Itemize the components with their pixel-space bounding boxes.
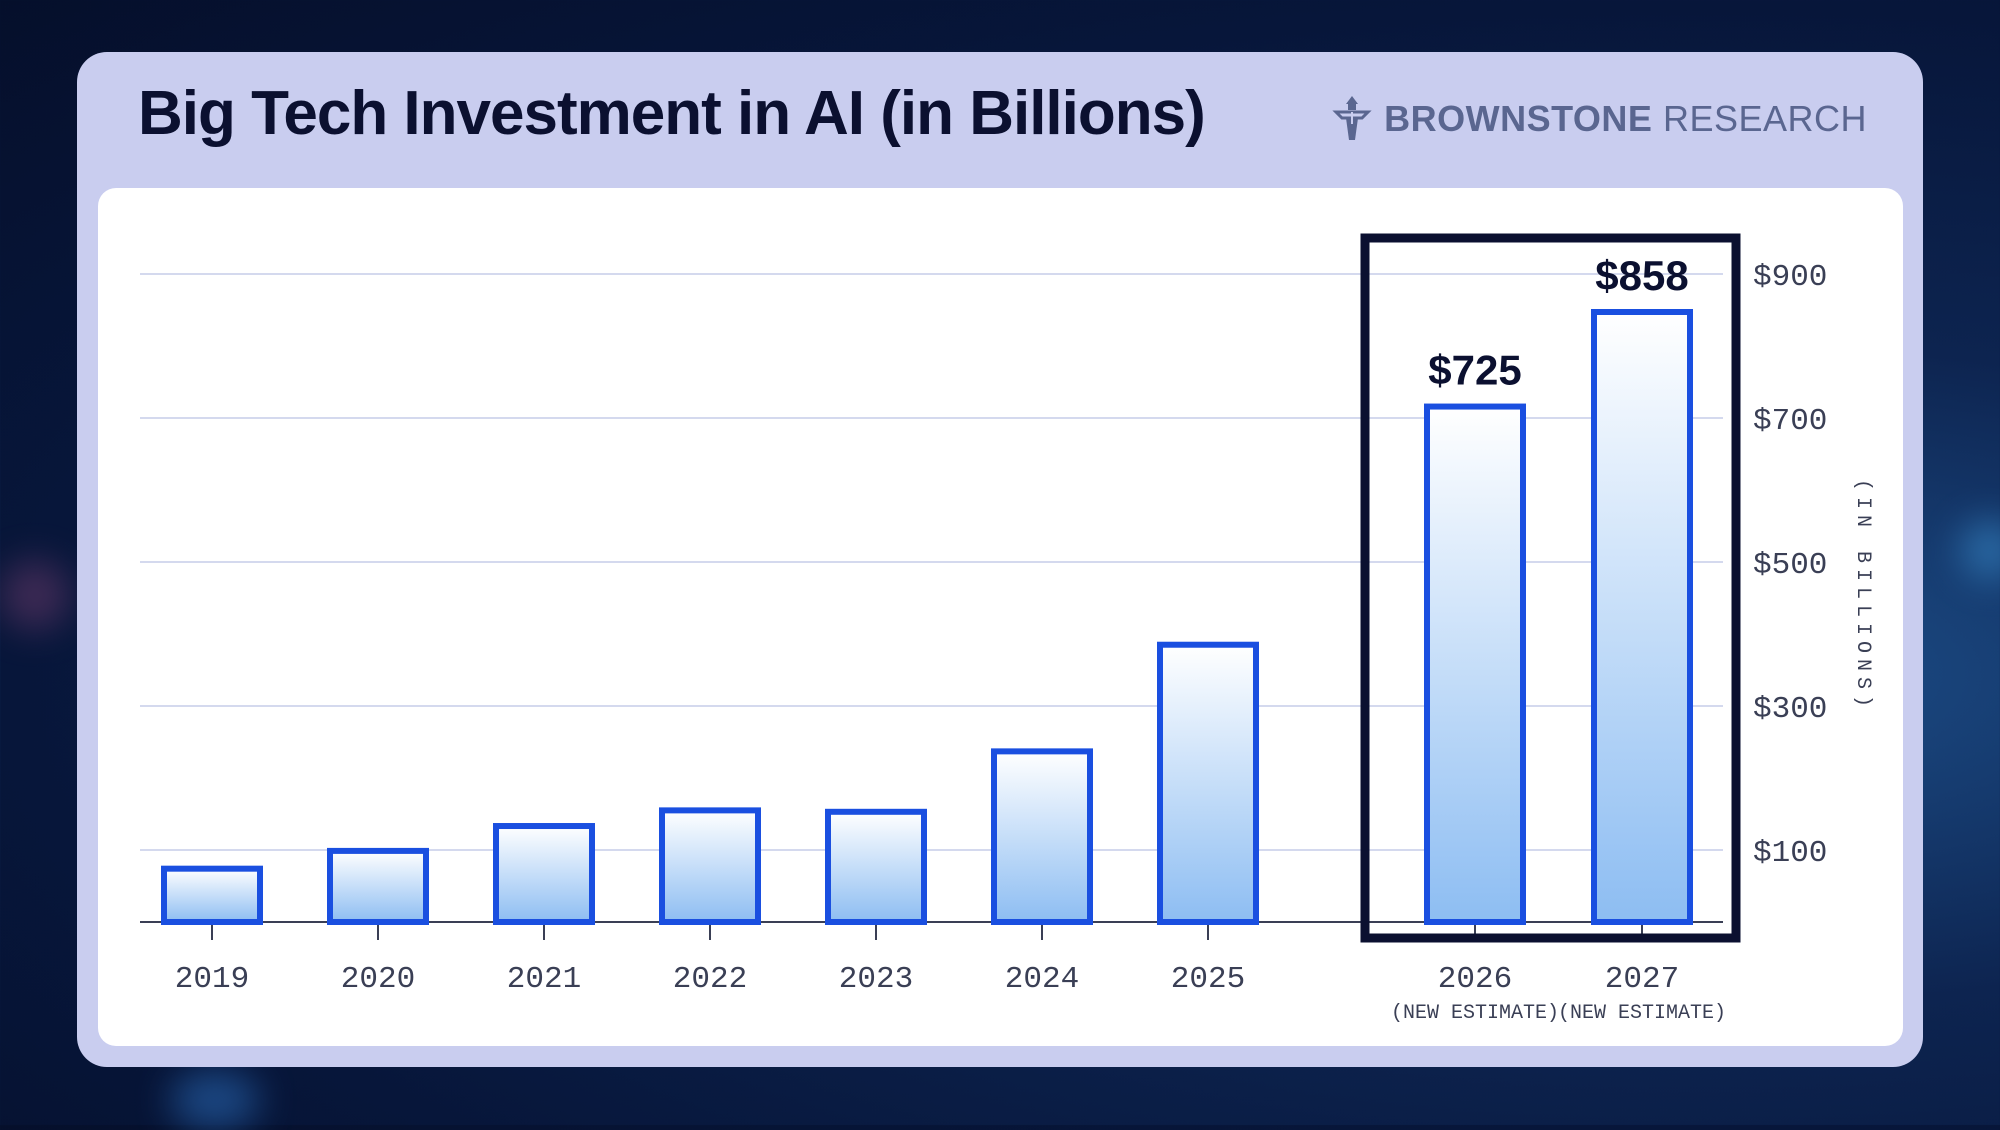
bar-2025 <box>1157 641 1259 925</box>
background-bokeh <box>1960 520 2000 580</box>
brand-logo: BROWNSTONE RESEARCH <box>1332 94 1867 144</box>
page-title: Big Tech Investment in AI (in Billions) <box>138 79 1206 148</box>
x-tick-label: 2027 <box>1605 962 1679 997</box>
bar-2027 <box>1591 309 1693 925</box>
bar-2023 <box>825 808 927 926</box>
x-tick-label: 2026 <box>1438 962 1512 997</box>
y-tick-label: $100 <box>1753 836 1827 871</box>
brand-name-bold: BROWNSTONE <box>1384 98 1653 139</box>
data-label: $725 <box>1428 347 1521 394</box>
y-tick-label: $700 <box>1753 404 1827 439</box>
x-tick-label: 2023 <box>839 962 913 997</box>
x-tick-label: 2021 <box>507 962 581 997</box>
bar-2020 <box>327 847 429 925</box>
bar-2021 <box>493 823 595 926</box>
lighthouse-icon <box>1332 96 1372 140</box>
bar-2019 <box>161 865 263 926</box>
x-tick-label: 2019 <box>175 962 249 997</box>
brand-name-light: RESEARCH <box>1662 98 1867 139</box>
chart-panel: $100 $300 $500 $700 $900 2019 2020 2021 2022 2023… <box>98 188 1903 1046</box>
y-tick-label: $300 <box>1753 692 1827 727</box>
background-bokeh <box>170 1070 260 1130</box>
data-label: $858 <box>1595 252 1688 299</box>
labels: $100 $300 $500 $700 $900 2019 2020 2021 2022 2023… <box>175 252 1874 1025</box>
y-axis-label: (IN BILLIONS) <box>1851 479 1874 713</box>
x-tick-sublabel: (NEW ESTIMATE) <box>1391 1002 1559 1025</box>
x-tick-label: 2022 <box>673 962 747 997</box>
estimate-highlight <box>1360 233 1741 943</box>
estimate-box <box>1360 233 1741 943</box>
y-tick-label: $900 <box>1753 260 1827 295</box>
y-tick-label: $500 <box>1753 548 1827 583</box>
bar-2026 <box>1424 403 1526 925</box>
bar-2024 <box>991 748 1093 925</box>
bars <box>161 309 1693 926</box>
bar-chart: $100 $300 $500 $700 $900 2019 2020 2021 2022 2023… <box>140 233 1874 1025</box>
bar-2022 <box>659 807 761 925</box>
x-tick-label: 2025 <box>1171 962 1245 997</box>
x-tick-label: 2020 <box>341 962 415 997</box>
x-tick-label: 2024 <box>1005 962 1079 997</box>
background-bokeh <box>0 560 70 630</box>
x-tick-sublabel: (NEW ESTIMATE) <box>1558 1002 1726 1025</box>
